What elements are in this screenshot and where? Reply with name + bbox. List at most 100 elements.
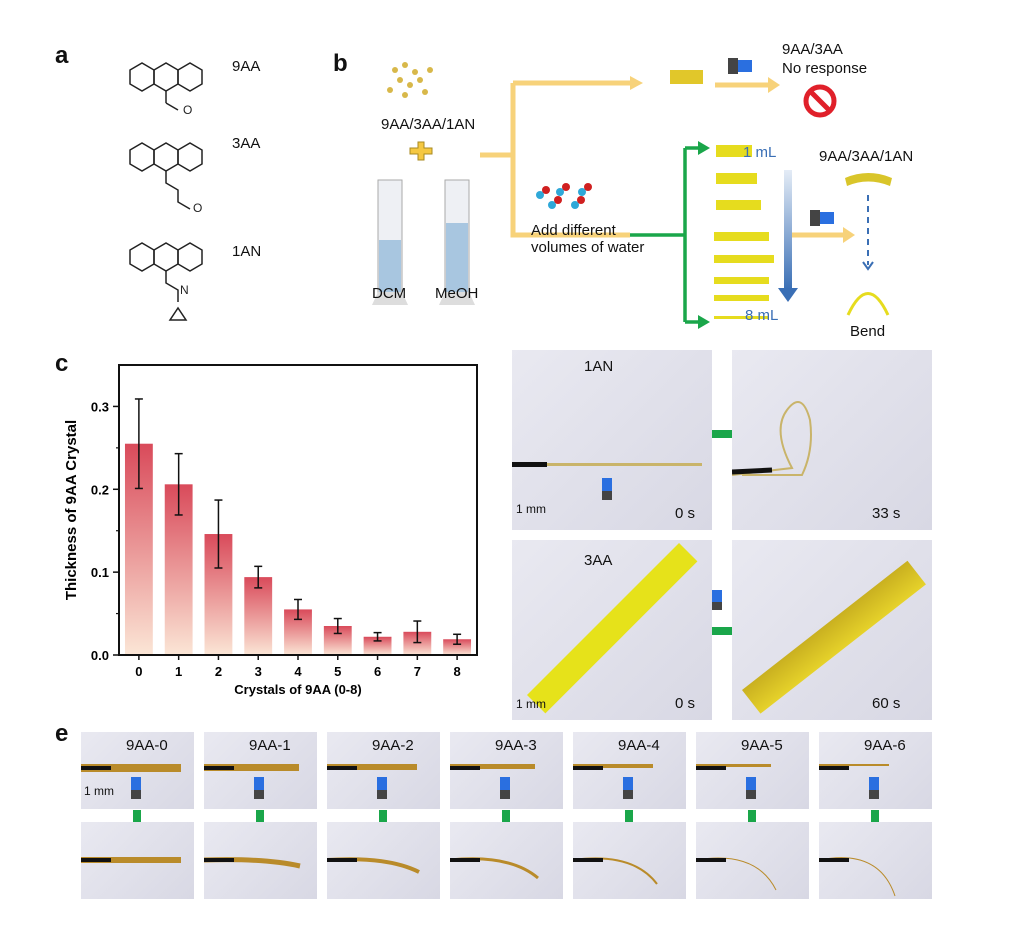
bend-compounds-label: 9AA/3AA/1AN [819,148,914,165]
light-source-icon [131,777,141,799]
svg-text:O: O [183,103,192,117]
green-arrow-icon [748,810,756,822]
sample-photo-before: 9AA-1 [204,732,317,809]
sample-photo-before: 9AA-5 [696,732,809,809]
light-source-icon [500,777,510,799]
sample-photo-before: 9AA-3 [450,732,563,809]
bar [363,636,392,655]
structure-9aa [129,62,203,111]
error-bar [134,398,143,490]
error-bar [333,617,342,635]
light-source-icon [254,777,264,799]
light-source-icon [712,590,722,610]
error-bar [413,620,422,644]
scale-bar-label: 1 mm [516,697,546,711]
x-tick-label: 0 [135,664,142,679]
error-bar [294,598,302,621]
x-tick-label: 7 [414,664,421,679]
light-source-icon [602,478,612,500]
powder-label: 9AA/3AA/1AN [381,116,476,133]
light-source-icon-2 [810,210,834,226]
sample-photo-after [819,822,932,899]
sample-label: 9AA-5 [741,737,783,754]
solvent-meoh-label: MeOH [435,285,479,302]
sample-label: 9AA-0 [126,737,168,754]
crystal-block-icon [670,70,703,84]
chemical-structures: O O N [129,62,203,321]
compound-label-3aa: 3AA [232,135,261,152]
no-response-label: No response [782,60,868,77]
svg-text:O: O [193,201,202,215]
sample-photo-before: 9AA-0 1 mm [81,732,194,809]
error-bar [174,452,183,516]
top-result-compounds: 9AA/3AA [782,41,843,58]
green-arrow-icon [256,810,264,822]
scale-bar-label: 1 mm [516,502,546,516]
sample-label: 9AA-3 [495,737,537,754]
cylinder-dcm-icon [372,179,408,305]
photo-label-1an: 1AN [584,358,614,375]
error-bar [254,565,263,589]
y-tick-label: 0.0 [91,648,109,663]
sample-photo-after [696,822,809,899]
photo-1an-33s: 33 s [732,350,932,530]
curved-crystal-icon [845,173,892,186]
y-tick-label: 0.3 [91,399,109,414]
y-tick-label: 0.2 [91,482,109,497]
x-tick-label: 8 [453,664,460,679]
plus-icon [409,141,433,161]
sample-label: 9AA-4 [618,737,660,754]
flow-arrows-green [630,146,700,324]
sample-label: 9AA-2 [372,737,414,754]
x-tick-label: 6 [374,664,381,679]
panel-a-label: a [55,42,69,69]
cylinder-meoh-icon [439,179,475,305]
bar-chart: 0 1 2 3 4 5 6 7 8 0.0 0.1 0.2 0.3 Thickness of 9AA C… [63,364,478,697]
structure-1an [129,242,203,321]
flow-arrows-yellow [480,80,845,238]
green-arrow-icon [379,810,387,822]
time-label: 0 s [675,695,696,712]
error-bar [373,631,382,642]
panel-b-label: b [333,50,348,77]
bar [403,631,432,655]
y-tick-label: 0.1 [91,565,109,580]
green-arrow-icon [712,627,732,635]
error-bar [214,499,223,569]
green-arrow-icon [871,810,879,822]
water-molecules-icon [536,183,592,209]
sample-photo-after [204,822,317,899]
time-label: 60 s [872,695,901,712]
photo-3aa-60s: 60 s [732,540,932,720]
volume-end-label: 8 mL [745,307,779,324]
green-arrow-icon [712,430,732,438]
panel-e-label: e [55,720,69,747]
structure-3aa [129,142,203,210]
x-tick-label: 2 [215,664,222,679]
photo-1an-0s: 1AN 1 mm 0 s [512,350,712,530]
x-tick-label: 3 [255,664,262,679]
x-tick-label: 5 [334,664,341,679]
water-label-line2: volumes of water [531,239,645,256]
sample-photo-after [573,822,686,899]
x-tick-label: 4 [294,664,302,679]
sample-label: 9AA-6 [864,737,906,754]
green-arrow-icon [502,810,510,822]
bar [244,577,273,655]
light-source-icon [869,777,879,799]
sample-photo-before: 9AA-6 [819,732,932,809]
compound-label-1an: 1AN [232,243,262,260]
powder-icon [387,62,433,98]
green-arrow-icon [625,810,633,822]
svg-text:N: N [180,283,189,297]
no-symbol-icon [803,84,837,118]
photo-3aa-0s: 3AA 1 mm 0 s [512,540,712,720]
sample-photo-after [81,822,194,899]
sample-photo-after [450,822,563,899]
sample-photo-before: 9AA-2 [327,732,440,809]
water-label-line1: Add different [531,222,616,239]
panel-c-label: c [55,350,69,377]
y-axis-label: Thickness of 9AA Crystal [63,420,80,600]
sample-photo-before: 9AA-4 [573,732,686,809]
